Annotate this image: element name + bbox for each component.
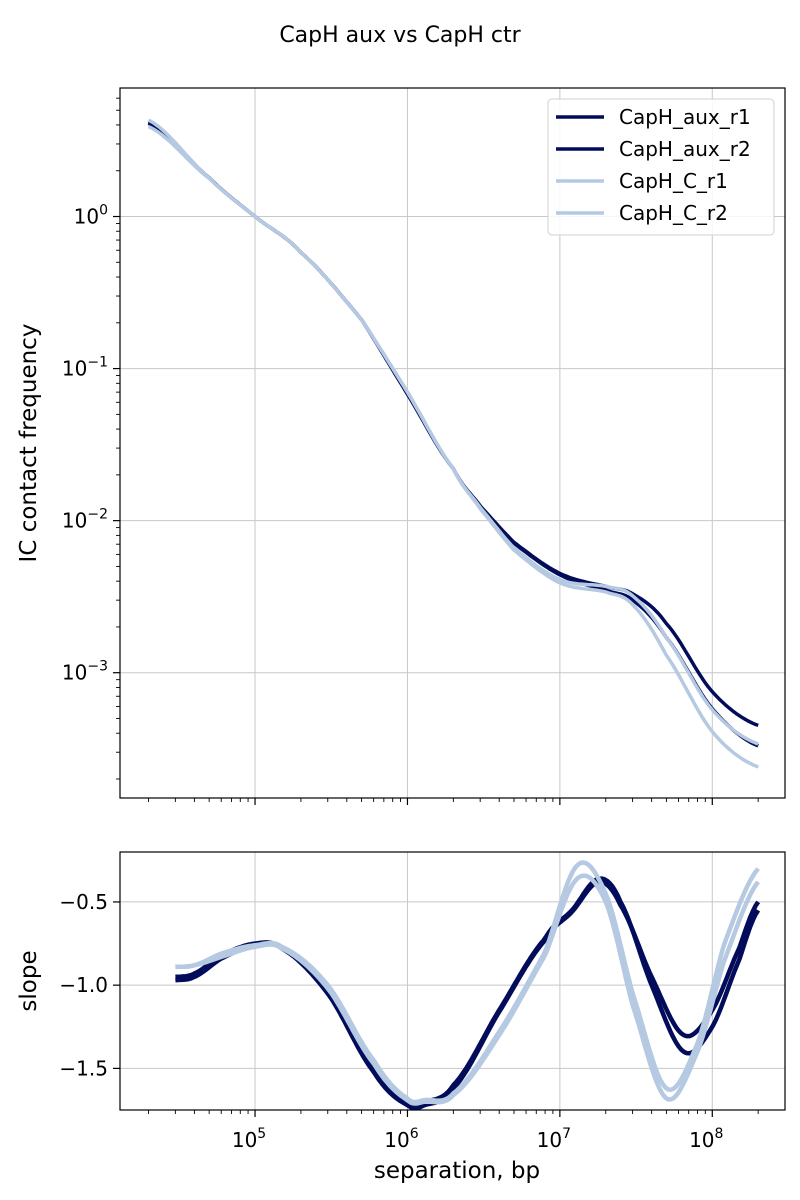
series-line-CapH_C_r2 [175, 873, 760, 1106]
y-tick-label: −0.5 [59, 890, 108, 914]
bottom-frame [119, 851, 786, 1111]
bottom-panel: 105 106 107 108 −0.5 −1.0 −1.5 [59, 851, 786, 1152]
x-tick-label: 105 [232, 1126, 266, 1152]
legend: CapH_aux_r1 CapH_aux_r2 CapH_C_r1 CapH_C_r2 [547, 98, 775, 236]
legend-label: CapH_aux_r2 [619, 137, 751, 161]
y-tick-label: 10−1 [62, 355, 108, 381]
y-tick-label: −1.0 [59, 973, 108, 997]
series-line-CapH_C_r2 [147, 125, 759, 769]
y-tick-label: −1.5 [59, 1056, 108, 1080]
legend-label: CapH_C_r2 [619, 201, 728, 225]
xlabel: separation, bp [374, 1158, 540, 1184]
top-ylabel: IC contact frequency [16, 324, 42, 563]
y-tick-label: 10−3 [62, 659, 108, 685]
top-panel: 10010−110−210−3CapH_aux_r1CapH_aux_r2Cap… [62, 87, 786, 805]
chart-title: CapH aux vs CapH ctr [279, 23, 521, 48]
legend-box [547, 98, 775, 236]
x-tick-label: 106 [384, 1126, 418, 1152]
y-tick-label: 10−2 [62, 507, 108, 533]
legend-label: CapH_C_r1 [619, 169, 728, 193]
top-frame [119, 87, 786, 799]
series-line-CapH_aux_r2 [175, 879, 761, 1110]
x-tick-label: 108 [689, 1126, 723, 1152]
legend-label: CapH_aux_r1 [619, 105, 751, 129]
bottom-ylabel: slope [16, 950, 42, 1011]
bottom-series [175, 860, 761, 1110]
top-series [147, 118, 759, 769]
x-tick-label: 107 [537, 1126, 571, 1152]
y-tick-label: 100 [74, 203, 108, 229]
